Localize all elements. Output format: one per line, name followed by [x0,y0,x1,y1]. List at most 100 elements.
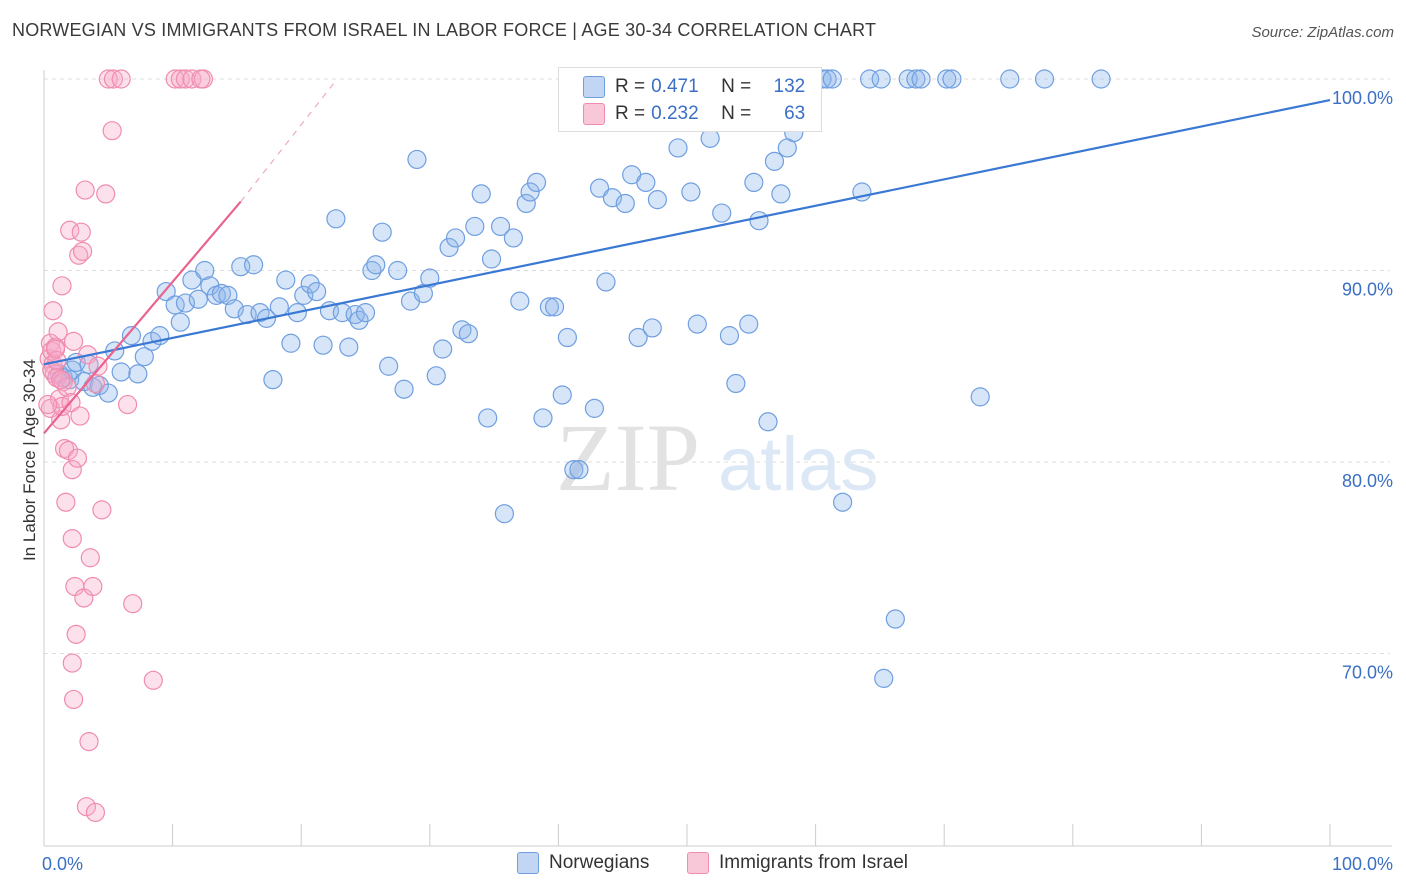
point-norwegians [564,460,584,480]
point-israel [52,276,72,296]
point-norwegians [749,211,769,231]
point-israel [48,322,68,342]
point-norwegians [647,190,668,210]
point-norwegians [874,668,894,688]
point-norwegians [481,249,502,269]
point-israel [63,331,84,351]
norwegians-swatch [583,76,605,98]
point-israel [66,624,86,644]
x-tick-label-max: 100.0% [1332,854,1393,874]
point-norwegians [200,276,220,296]
point-norwegians [263,370,283,390]
point-norwegians [307,281,327,302]
point-norwegians [388,260,408,281]
grid-layer [44,78,1390,654]
point-norwegians [758,412,778,432]
y-tick-label: 70.0% [1342,663,1393,683]
point-israel [51,370,71,390]
point-norwegians [833,492,853,512]
point-norwegians [552,385,572,405]
point-norwegians [739,314,759,334]
point-israel [70,406,90,426]
point-israel [80,548,100,568]
point-norwegians [465,216,485,237]
point-israel [62,460,82,480]
trend-line-israel [43,200,242,434]
point-israel [45,339,66,359]
point-norwegians [188,289,208,309]
point-norwegians [276,270,296,290]
point-israel [191,69,211,89]
point-norwegians [407,149,427,170]
point-norwegians [596,272,616,292]
trend-line-norwegians [43,98,1331,366]
point-norwegians [533,408,553,428]
point-norwegians [687,314,707,334]
point-norwegians [569,460,589,480]
point-norwegians [764,151,785,171]
stats-row-israel: R = 0.232 N = 63 [583,103,805,125]
point-norwegians [911,69,931,89]
legend-norwegians[interactable]: Norwegians [517,852,649,874]
point-israel [75,180,95,200]
point-norwegians [490,216,511,237]
point-norwegians [906,69,926,89]
point-israel [92,500,112,520]
point-israel [43,301,63,321]
axis-layer [43,70,1392,847]
point-norwegians [339,337,359,357]
x-tick-label-min: 0.0% [42,854,83,874]
point-norwegians [379,356,399,376]
point-norwegians [111,362,131,382]
stats-row-norwegians: R = 0.471 N = 132 [583,76,805,98]
point-israel [103,69,124,89]
point-norwegians [539,297,559,317]
point-israel [83,576,103,597]
point-norwegians [394,379,414,399]
r-label: R = [615,76,646,97]
point-norwegians [439,237,459,258]
point-norwegians [726,373,746,394]
point-israel [71,222,91,242]
point-norwegians [170,312,190,332]
point-norwegians [349,310,369,330]
r-value-norwegians: 0.471 [651,76,699,97]
point-norwegians [355,303,376,323]
point-norwegians [526,172,547,193]
point-norwegians [642,318,662,338]
point-norwegians [516,193,536,214]
stats-box: R = 0.471 N = 132 R = 0.232 N = 63 [558,67,822,132]
point-norwegians [420,268,440,288]
trend-line-israel-extrapolated [240,78,338,202]
point-norwegians [175,293,196,313]
point-norwegians [478,408,498,428]
point-israel [102,121,122,141]
watermark-zip: ZIP [556,404,700,511]
point-israel [63,689,84,710]
point-norwegians [510,291,530,311]
point-norwegians [494,504,514,524]
point-israel [72,241,93,261]
legend-israel-label: Immigrants from Israel [719,852,908,873]
legend-israel-swatch [687,852,709,874]
r-label: R = [615,103,646,124]
point-israel [69,245,89,265]
point-norwegians [294,285,314,305]
point-israel [62,528,82,549]
legend-israel[interactable]: Immigrants from Israel [687,852,908,874]
r-value-israel: 0.232 [651,103,699,124]
point-norwegians [937,69,957,89]
israel-swatch [583,103,605,125]
point-norwegians [1034,69,1055,89]
trend-layer [43,78,1331,434]
point-israel [143,670,163,690]
point-norwegians [520,182,540,202]
point-norwegians [700,128,720,148]
point-norwegians [1000,69,1020,89]
point-israel [96,184,116,204]
point-norwegians [503,228,523,248]
point-israel [123,594,143,614]
point-norwegians [615,193,635,214]
chart-title: NORWEGIAN VS IMMIGRANTS FROM ISRAEL IN L… [12,20,877,40]
point-norwegians [366,255,386,275]
